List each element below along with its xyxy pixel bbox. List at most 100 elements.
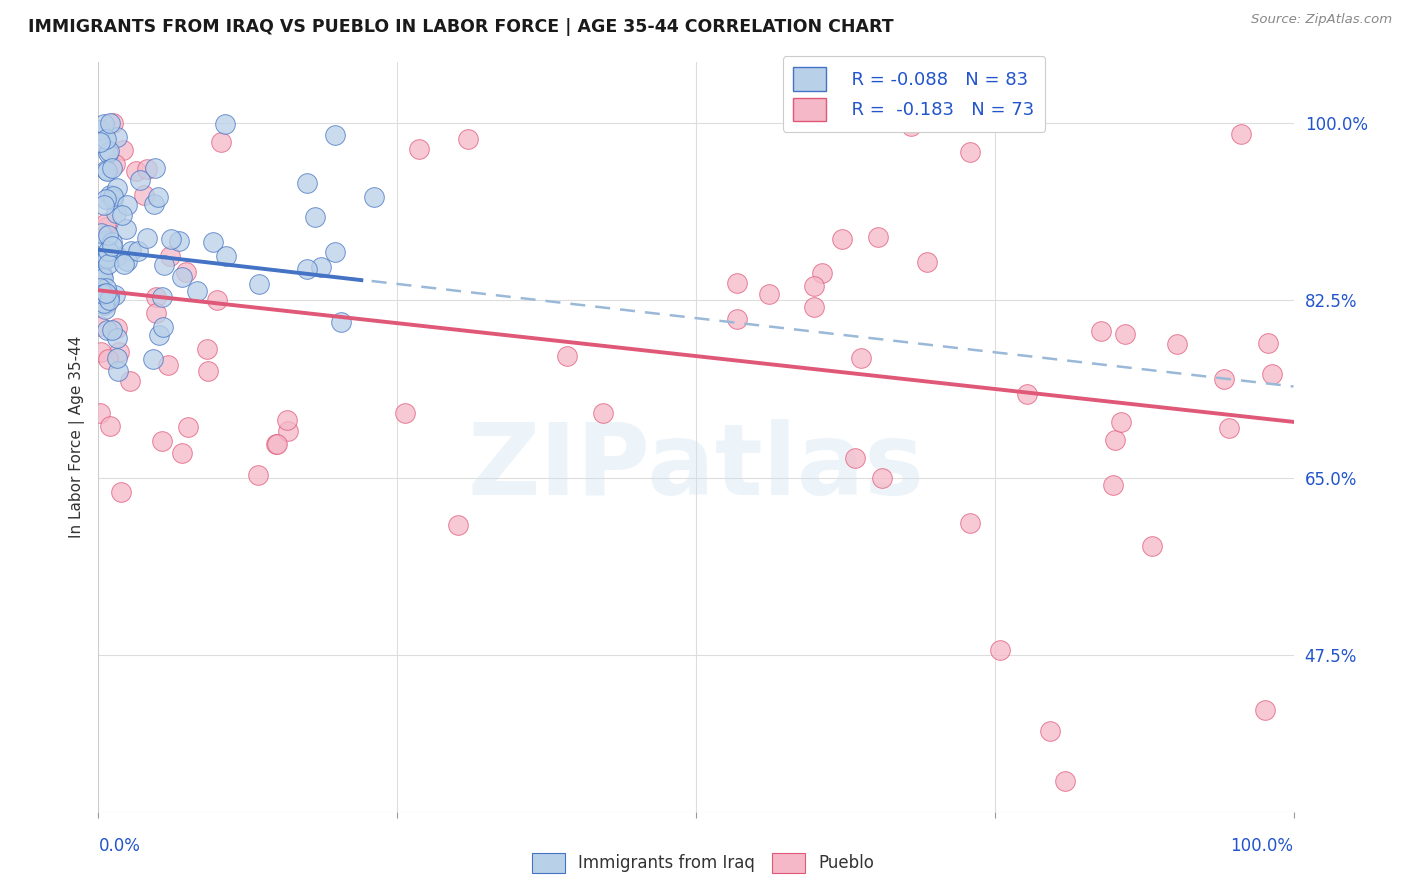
Point	[145, 290, 167, 304]
Point	[98, 289, 121, 303]
Point	[148, 328, 170, 343]
Point	[330, 315, 353, 329]
Text: 100.0%: 100.0%	[1230, 837, 1294, 855]
Point	[105, 351, 128, 366]
Text: IMMIGRANTS FROM IRAQ VS PUEBLO IN LABOR FORCE | AGE 35-44 CORRELATION CHART: IMMIGRANTS FROM IRAQ VS PUEBLO IN LABOR …	[28, 18, 894, 36]
Point	[127, 244, 149, 258]
Point	[96, 192, 118, 206]
Text: 0.0%: 0.0%	[98, 837, 141, 855]
Point	[94, 132, 117, 146]
Point	[758, 286, 780, 301]
Point	[91, 267, 114, 281]
Point	[96, 251, 118, 265]
Point	[93, 197, 115, 211]
Point	[152, 290, 174, 304]
Point	[156, 359, 179, 373]
Point	[91, 287, 114, 301]
Point	[94, 234, 117, 248]
Point	[266, 436, 288, 450]
Point	[98, 116, 121, 130]
Point	[114, 221, 136, 235]
Point	[1166, 337, 1188, 351]
Point	[111, 208, 134, 222]
Point	[1218, 420, 1240, 434]
Point	[1114, 327, 1136, 342]
Point	[557, 350, 579, 364]
Point	[408, 142, 430, 156]
Point	[105, 249, 128, 263]
Point	[96, 296, 118, 310]
Point	[142, 351, 165, 366]
Point	[89, 281, 111, 295]
Point	[117, 253, 139, 268]
Point	[96, 164, 118, 178]
Point	[101, 188, 124, 202]
Point	[900, 119, 922, 133]
Point	[101, 238, 124, 252]
Point	[167, 234, 190, 248]
Point	[205, 293, 228, 308]
Point	[91, 253, 114, 268]
Point	[104, 157, 127, 171]
Point	[195, 342, 218, 356]
Point	[1039, 723, 1062, 738]
Point	[295, 261, 318, 276]
Point	[172, 269, 194, 284]
Point	[112, 144, 135, 158]
Point	[1254, 703, 1277, 717]
Point	[1090, 324, 1112, 338]
Point	[143, 197, 166, 211]
Point	[89, 123, 111, 137]
Point	[1102, 477, 1125, 491]
Point	[215, 248, 238, 262]
Point	[104, 206, 127, 220]
Point	[457, 132, 479, 146]
Point	[152, 319, 174, 334]
Point	[266, 437, 288, 451]
Point	[1257, 336, 1279, 351]
Point	[89, 135, 111, 149]
Point	[202, 235, 225, 250]
Point	[150, 434, 173, 449]
Point	[172, 446, 194, 460]
Point	[725, 311, 748, 326]
Point	[276, 413, 298, 427]
Point	[94, 219, 117, 234]
Legend:   R = -0.088   N = 83,   R =  -0.183   N = 73: R = -0.088 N = 83, R = -0.183 N = 73	[783, 56, 1046, 132]
Text: Source: ZipAtlas.com: Source: ZipAtlas.com	[1251, 13, 1392, 27]
Y-axis label: In Labor Force | Age 35-44: In Labor Force | Age 35-44	[69, 336, 84, 538]
Point	[105, 130, 128, 145]
Point	[117, 198, 139, 212]
Point	[844, 450, 866, 465]
Point	[1212, 372, 1234, 386]
Point	[870, 471, 893, 485]
Point	[868, 230, 890, 244]
Point	[1140, 539, 1163, 553]
Point	[145, 306, 167, 320]
Point	[160, 232, 183, 246]
Point	[90, 284, 112, 298]
Point	[803, 300, 825, 314]
Point	[110, 485, 132, 500]
Point	[831, 232, 853, 246]
Point	[1230, 127, 1253, 141]
Point	[146, 190, 169, 204]
Point	[915, 255, 938, 269]
Point	[103, 116, 125, 130]
Legend: Immigrants from Iraq, Pueblo: Immigrants from Iraq, Pueblo	[524, 847, 882, 880]
Point	[94, 163, 117, 178]
Point	[159, 249, 181, 263]
Point	[125, 164, 148, 178]
Point	[803, 279, 825, 293]
Point	[394, 406, 416, 420]
Point	[90, 226, 112, 240]
Point	[725, 276, 748, 290]
Point	[89, 406, 111, 420]
Point	[101, 192, 124, 206]
Point	[90, 345, 112, 359]
Point	[988, 642, 1011, 657]
Point	[1053, 774, 1076, 789]
Point	[447, 517, 470, 532]
Point	[277, 424, 299, 438]
Point	[295, 177, 318, 191]
